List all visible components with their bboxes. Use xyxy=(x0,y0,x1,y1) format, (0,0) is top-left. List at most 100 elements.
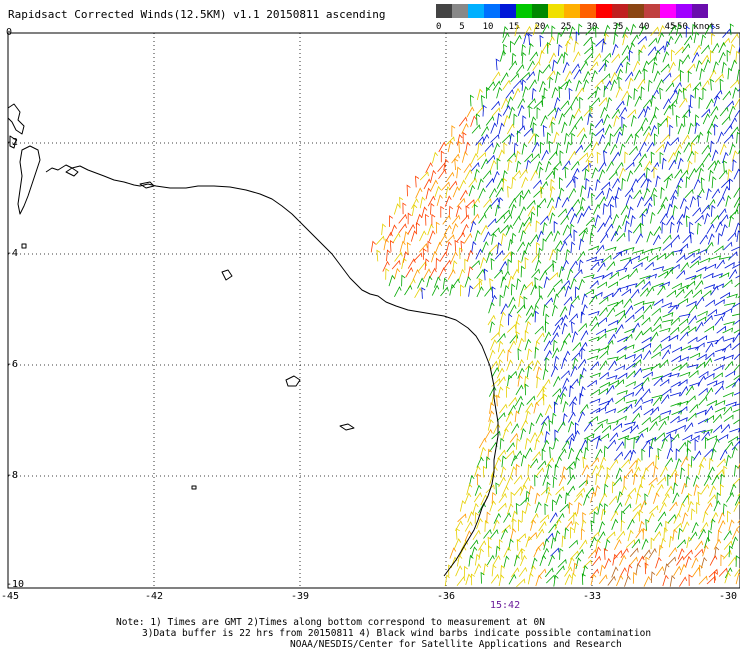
wind-barb xyxy=(619,274,630,281)
wind-barb xyxy=(679,69,684,82)
wind-barb xyxy=(587,186,593,199)
wind-barb xyxy=(660,186,665,199)
wind-barb xyxy=(582,512,587,524)
wind-barb xyxy=(657,285,666,296)
grid-lines xyxy=(8,33,740,588)
wind-barb xyxy=(502,26,508,38)
wind-barb xyxy=(697,491,702,504)
wind-barb xyxy=(385,268,390,280)
wind-barb xyxy=(508,304,517,315)
wind-barb xyxy=(518,221,526,234)
wind-barb xyxy=(464,521,473,532)
wind-barb xyxy=(478,278,483,290)
wind-barb xyxy=(625,61,631,74)
wind-barb xyxy=(579,96,584,109)
wind-barb xyxy=(541,448,546,461)
wind-barb xyxy=(521,176,529,188)
wind-barb xyxy=(439,234,448,245)
plot-frame xyxy=(7,32,740,589)
wind-barb xyxy=(643,301,655,306)
wind-barb xyxy=(486,81,496,92)
wind-barb xyxy=(624,305,634,316)
wind-barb xyxy=(587,549,597,559)
wind-barb xyxy=(583,107,593,117)
wind-barb xyxy=(568,511,577,522)
wind-barb xyxy=(690,94,695,107)
legend-swatch xyxy=(532,4,548,18)
wind-barb xyxy=(670,326,680,336)
wind-barb xyxy=(498,492,507,504)
wind-barb xyxy=(723,241,733,251)
wind-barb xyxy=(438,168,447,180)
wind-barb xyxy=(623,403,633,413)
wind-barb xyxy=(699,564,704,577)
wind-barb xyxy=(708,169,714,182)
wind-barb xyxy=(483,528,492,539)
wind-barb xyxy=(624,220,630,233)
wind-barb xyxy=(491,430,501,440)
wind-barb xyxy=(470,220,477,233)
wind-barb xyxy=(661,493,670,504)
wind-barb xyxy=(406,184,411,197)
wind-barb xyxy=(568,187,577,199)
wind-barb xyxy=(634,314,644,323)
wind-barb xyxy=(671,73,681,83)
wind-barb xyxy=(432,151,439,164)
longitude-label: -33 xyxy=(582,591,602,602)
wind-barb xyxy=(614,224,622,236)
wind-barb xyxy=(478,437,487,449)
wind-barb xyxy=(671,249,683,254)
wind-barb xyxy=(648,476,658,486)
wind-barb xyxy=(642,125,651,136)
wind-barb xyxy=(552,160,562,170)
wind-barb xyxy=(582,559,592,569)
wind-barb xyxy=(503,512,512,523)
wind-barb xyxy=(583,447,589,459)
wind-barb xyxy=(596,151,601,164)
wind-barbs xyxy=(370,22,740,588)
wind-barb xyxy=(470,259,480,269)
wind-barb xyxy=(642,99,652,109)
wind-barb xyxy=(670,433,680,443)
wind-barb xyxy=(500,466,507,478)
wind-barb xyxy=(624,187,634,198)
wind-barb xyxy=(612,422,623,431)
wind-barb xyxy=(703,59,711,71)
wind-barb xyxy=(595,328,607,336)
wind-barb xyxy=(645,518,650,531)
wind-barb xyxy=(601,424,612,433)
wind-barb xyxy=(650,537,655,550)
wind-barb xyxy=(562,400,569,413)
wind-barb xyxy=(467,249,474,262)
wind-barb xyxy=(569,385,574,398)
wind-barb xyxy=(733,501,740,512)
wind-barb xyxy=(653,298,664,306)
wind-barb xyxy=(546,70,556,80)
wind-barb xyxy=(510,528,517,540)
wind-barb xyxy=(518,206,527,218)
wind-barb xyxy=(559,306,568,317)
wind-barb xyxy=(714,316,724,326)
wind-barb xyxy=(418,243,428,253)
wind-barb xyxy=(584,168,590,180)
wind-barb xyxy=(582,565,588,577)
wind-barb xyxy=(628,42,636,54)
wind-barb xyxy=(633,437,638,449)
wind-barb xyxy=(578,278,585,291)
wind-barb xyxy=(711,474,720,486)
wind-barb xyxy=(571,351,581,361)
wind-barb xyxy=(606,187,613,199)
wind-barb xyxy=(520,229,527,242)
wind-barb xyxy=(642,467,649,479)
wind-barb xyxy=(722,185,730,197)
wind-barb xyxy=(520,283,527,296)
wind-barb xyxy=(553,97,561,109)
wind-barb xyxy=(501,98,509,110)
wind-barb xyxy=(540,115,548,127)
island-atol xyxy=(339,423,355,431)
wind-barb xyxy=(602,202,608,215)
island-small xyxy=(191,485,197,490)
wind-barb xyxy=(394,286,402,297)
wind-barb xyxy=(461,122,469,134)
wind-barb xyxy=(472,502,479,515)
